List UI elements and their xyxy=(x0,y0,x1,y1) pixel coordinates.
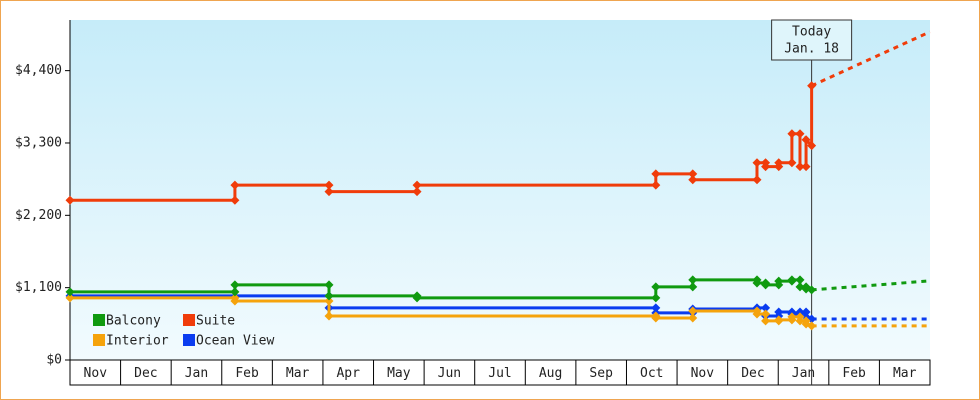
point-marker xyxy=(651,303,661,313)
y-tick-label: $3,300 xyxy=(15,135,62,150)
point-marker xyxy=(65,195,75,205)
today-label: Jan. 18 xyxy=(784,42,839,57)
point-marker xyxy=(801,307,811,317)
x-tick-label: Mar xyxy=(893,366,917,381)
point-marker xyxy=(651,169,661,179)
x-axis-band xyxy=(69,359,931,386)
x-tick-label: Oct xyxy=(640,366,663,381)
point-marker xyxy=(230,280,240,290)
point-marker xyxy=(752,175,762,185)
legend-label: Interior xyxy=(106,334,169,349)
legend-swatch xyxy=(93,314,105,326)
today-box xyxy=(771,19,853,61)
point-marker xyxy=(752,278,762,288)
point-marker xyxy=(795,162,805,172)
point-marker xyxy=(795,129,805,139)
legend-label: Ocean View xyxy=(196,334,274,349)
point-marker xyxy=(324,311,334,321)
point-marker xyxy=(412,180,422,190)
today-label: Today xyxy=(792,25,831,40)
point-marker xyxy=(651,282,661,292)
point-marker xyxy=(324,280,334,290)
point-marker xyxy=(230,195,240,205)
point-marker xyxy=(688,313,698,323)
point-marker xyxy=(774,307,784,317)
point-marker xyxy=(688,169,698,179)
legend-swatch xyxy=(93,334,105,346)
x-tick-label: Nov xyxy=(691,366,715,381)
x-tick-label: Sep xyxy=(589,366,613,381)
point-marker xyxy=(787,275,797,285)
point-marker xyxy=(688,175,698,185)
point-marker xyxy=(761,303,771,313)
forecast-line xyxy=(811,30,931,88)
point-marker xyxy=(651,313,661,323)
point-marker xyxy=(412,293,422,303)
x-tick-label: Aug xyxy=(539,366,562,381)
point-marker xyxy=(324,187,334,197)
point-marker xyxy=(761,309,771,319)
point-marker xyxy=(651,293,661,303)
x-tick-label: Jan xyxy=(792,366,815,381)
x-tick-label: Jul xyxy=(488,366,511,381)
legend-swatch xyxy=(183,334,195,346)
point-marker xyxy=(752,158,762,168)
point-marker xyxy=(795,307,805,317)
x-tick-label: Jan xyxy=(185,366,208,381)
x-tick-label: Mar xyxy=(286,366,310,381)
legend-label: Balcony xyxy=(106,314,161,329)
point-marker xyxy=(787,158,797,168)
point-marker xyxy=(412,187,422,197)
point-marker xyxy=(752,309,762,319)
x-tick-label: Feb xyxy=(235,366,259,381)
point-marker xyxy=(65,293,75,303)
point-marker xyxy=(807,321,817,331)
point-marker xyxy=(230,180,240,190)
point-marker xyxy=(774,158,784,168)
point-marker xyxy=(801,135,811,145)
x-tick-label: May xyxy=(387,366,411,381)
y-tick-label: $4,400 xyxy=(15,63,62,78)
x-tick-label: Jun xyxy=(438,366,461,381)
point-marker xyxy=(651,180,661,190)
point-marker xyxy=(761,316,771,326)
point-marker xyxy=(688,275,698,285)
x-tick-label: Dec xyxy=(134,366,157,381)
point-marker xyxy=(795,316,805,326)
point-marker xyxy=(230,296,240,306)
plot-area xyxy=(70,20,930,360)
point-marker xyxy=(761,280,771,290)
point-marker xyxy=(807,141,817,151)
y-tick-label: $0 xyxy=(46,353,62,368)
point-marker xyxy=(230,287,240,297)
point-marker xyxy=(801,284,811,294)
legend-swatch xyxy=(183,314,195,326)
point-marker xyxy=(801,162,811,172)
point-marker xyxy=(324,180,334,190)
point-marker xyxy=(65,287,75,297)
legend-label: Suite xyxy=(196,314,235,329)
point-marker xyxy=(807,285,817,295)
x-tick-label: Feb xyxy=(842,366,866,381)
y-tick-label: $2,200 xyxy=(15,208,62,223)
point-marker xyxy=(324,296,334,306)
point-marker xyxy=(688,306,698,316)
point-marker xyxy=(774,315,784,325)
point-marker xyxy=(787,129,797,139)
point-marker xyxy=(807,81,817,91)
point-marker xyxy=(795,275,805,285)
point-marker xyxy=(688,282,698,292)
x-tick-label: Nov xyxy=(84,366,108,381)
point-marker xyxy=(761,162,771,172)
x-tick-label: Dec xyxy=(741,366,764,381)
x-tick-label: Apr xyxy=(336,366,360,381)
y-tick-label: $1,100 xyxy=(15,280,62,295)
point-marker xyxy=(324,291,334,301)
point-marker xyxy=(787,312,797,322)
point-marker xyxy=(774,276,784,286)
